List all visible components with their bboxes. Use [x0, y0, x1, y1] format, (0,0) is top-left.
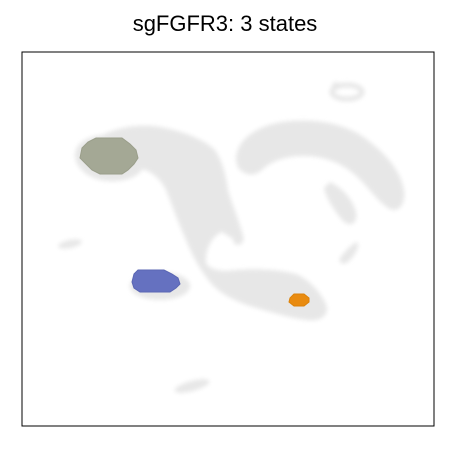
chart-title: sgFGFR3: 3 states [132, 11, 318, 36]
background-cluster-bottom-blob [174, 379, 210, 393]
background-cluster-small-dot [233, 235, 243, 245]
background-cluster-left-blob [58, 239, 82, 249]
background-cluster-ring [329, 82, 365, 102]
background-cluster-right-arc [236, 120, 405, 210]
state-2-cluster [131, 269, 181, 293]
background-cluster-ring-dot [332, 82, 340, 90]
state-1-cluster [79, 137, 139, 175]
state-3-cluster [288, 293, 310, 307]
background-cluster-right-bar [339, 242, 359, 264]
plot-frame [21, 51, 435, 427]
background-cluster-main [92, 125, 327, 321]
background-cluster-arc-tail [324, 182, 357, 225]
